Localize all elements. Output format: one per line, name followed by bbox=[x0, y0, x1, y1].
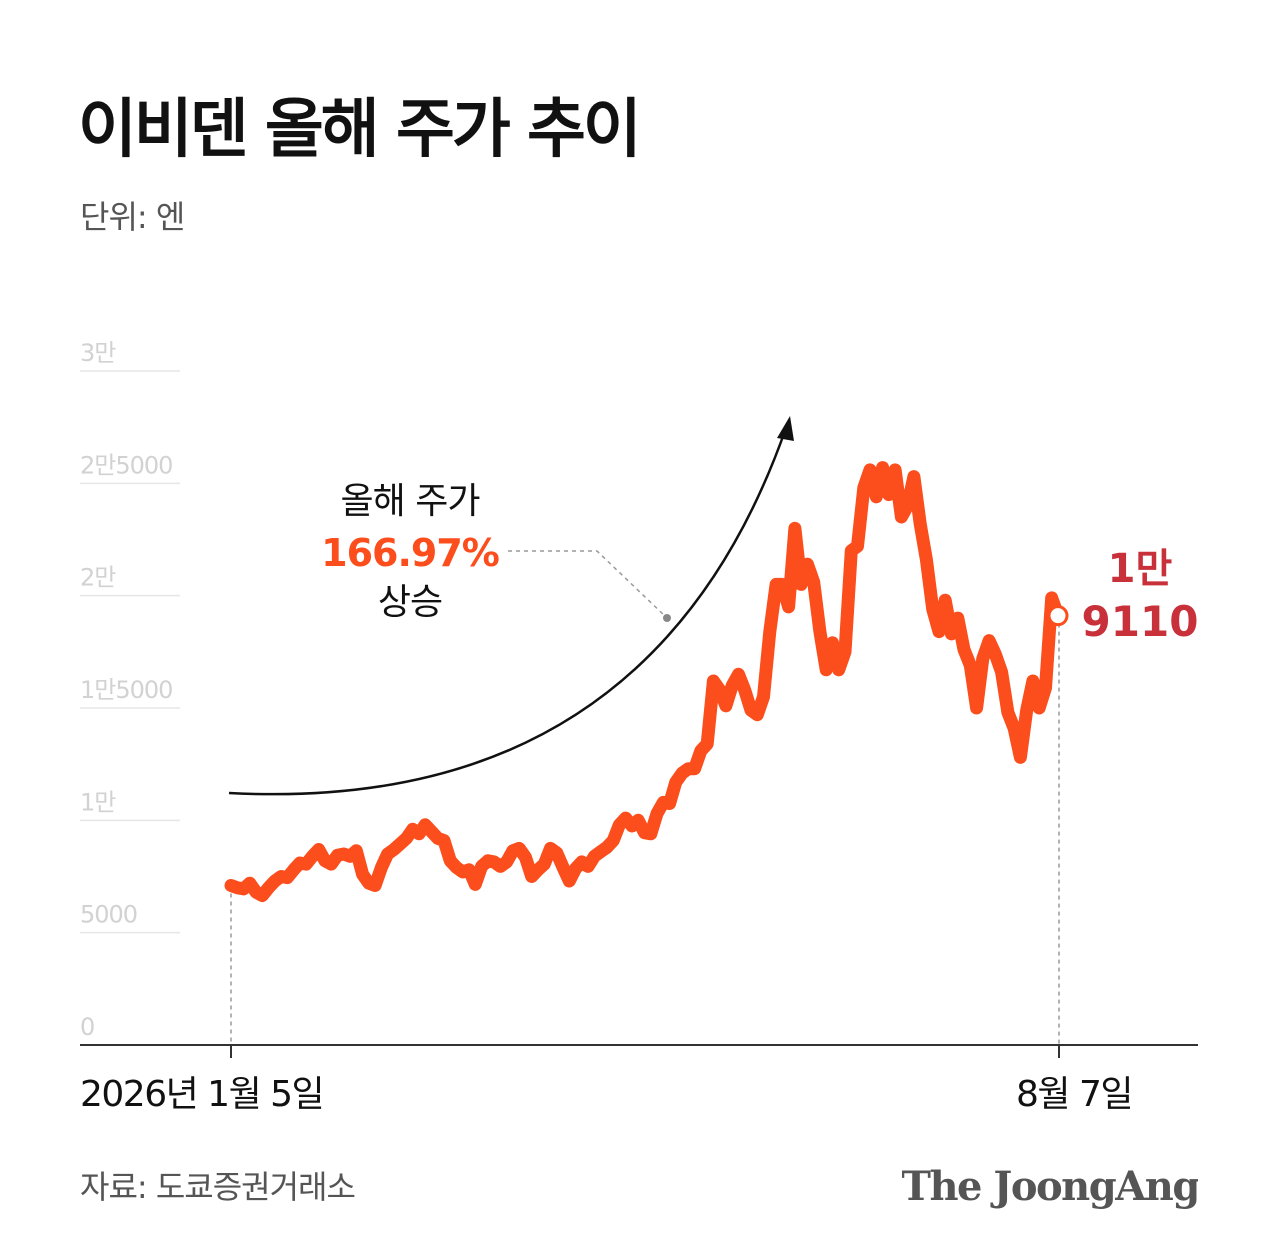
trend-arrow bbox=[228, 427, 788, 796]
y-tick-label: 1만 bbox=[80, 788, 116, 816]
annotation-line3: 상승 bbox=[378, 582, 442, 623]
source-label: 자료: 도쿄증권거래소 bbox=[80, 1168, 356, 1206]
y-tick-label: 0 bbox=[80, 1013, 94, 1041]
y-tick-label: 5000 bbox=[80, 901, 137, 929]
x-label-end: 8월 7일 bbox=[1016, 1074, 1132, 1115]
annotation-pct: 166.97% bbox=[321, 531, 499, 575]
joongang-logo: The JoongAng bbox=[902, 1163, 1198, 1210]
guide-lines bbox=[230, 615, 1060, 1045]
x-label-start: 2026년 1월 5일 bbox=[80, 1074, 323, 1115]
y-tick-label: 2만 bbox=[80, 564, 116, 592]
gridlines bbox=[80, 370, 180, 934]
chart-title: 이비덴 올해 주가 추이 bbox=[78, 93, 642, 167]
last-value-line1: 1만 bbox=[1108, 546, 1173, 592]
y-tick-label: 2만5000 bbox=[80, 451, 172, 479]
unit-label: 단위: 엔 bbox=[80, 198, 185, 236]
annotation-leader-line bbox=[508, 550, 667, 618]
y-tick-label: 3만 bbox=[80, 339, 116, 367]
y-tick-label: 1만5000 bbox=[80, 676, 172, 704]
annotation-leader-dot bbox=[663, 614, 671, 622]
logo-text: The JoongAng bbox=[902, 1163, 1198, 1210]
trend-arrowhead-icon bbox=[777, 416, 794, 441]
series-line-ibiden bbox=[224, 461, 1065, 903]
annotation-line1: 올해 주가 bbox=[341, 481, 480, 522]
last-value-line2: 9110 bbox=[1082, 597, 1199, 646]
y-tick-labels: 0 5000 1만 1만5000 2만 2만5000 3만 bbox=[80, 339, 173, 1041]
last-value-point bbox=[1047, 605, 1069, 627]
